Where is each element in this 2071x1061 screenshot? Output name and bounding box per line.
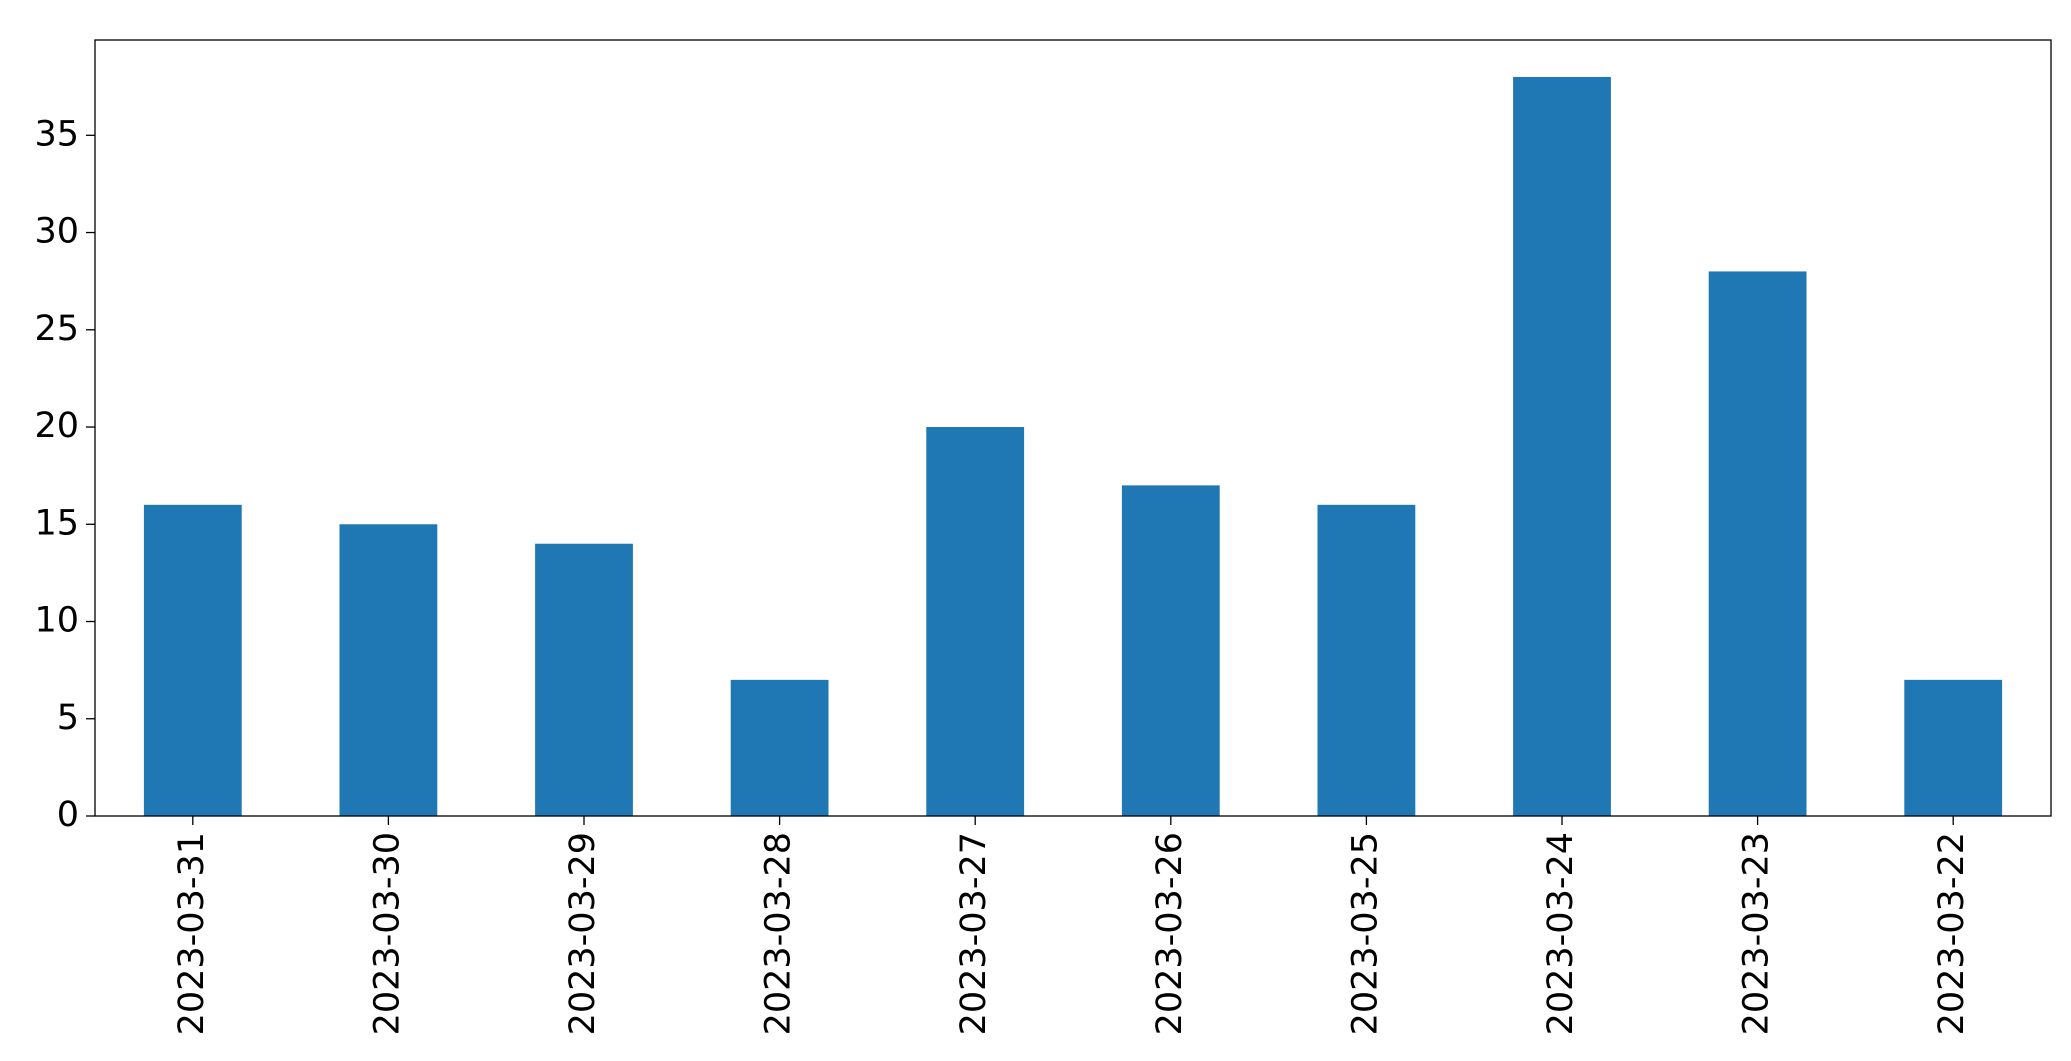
y-tick-label: 20 — [34, 406, 79, 446]
x-tick-label: 2023-03-27 — [954, 832, 994, 1035]
bar — [339, 524, 438, 816]
x-tick-label: 2023-03-31 — [172, 832, 212, 1035]
x-tick-label: 2023-03-30 — [367, 832, 407, 1035]
x-tick-label: 2023-03-22 — [1932, 832, 1972, 1035]
bar — [1513, 76, 1611, 816]
y-tick-label: 30 — [34, 212, 79, 252]
x-tick-label: 2023-03-25 — [1345, 832, 1385, 1035]
y-tick-label: 15 — [34, 503, 79, 543]
y-tick-label: 5 — [57, 698, 79, 738]
x-tick-label: 2023-03-26 — [1150, 832, 1190, 1035]
x-tick-label: 2023-03-29 — [563, 832, 603, 1035]
bar — [1317, 504, 1416, 816]
x-tick-label: 2023-03-28 — [759, 832, 799, 1035]
bar — [730, 679, 829, 816]
y-tick-label: 10 — [34, 601, 79, 641]
bar — [535, 543, 633, 816]
bar — [1904, 679, 2003, 816]
bar — [1121, 485, 1220, 816]
x-tick-label: 2023-03-23 — [1737, 832, 1777, 1035]
x-tick-label: 2023-03-24 — [1541, 832, 1581, 1035]
bar — [143, 504, 242, 816]
plot-frame — [94, 39, 2052, 817]
y-tick-label: 35 — [34, 114, 79, 154]
y-tick-label: 0 — [57, 795, 79, 835]
bar — [1708, 271, 1807, 816]
bar — [926, 427, 1025, 816]
y-tick-label: 25 — [34, 309, 79, 349]
